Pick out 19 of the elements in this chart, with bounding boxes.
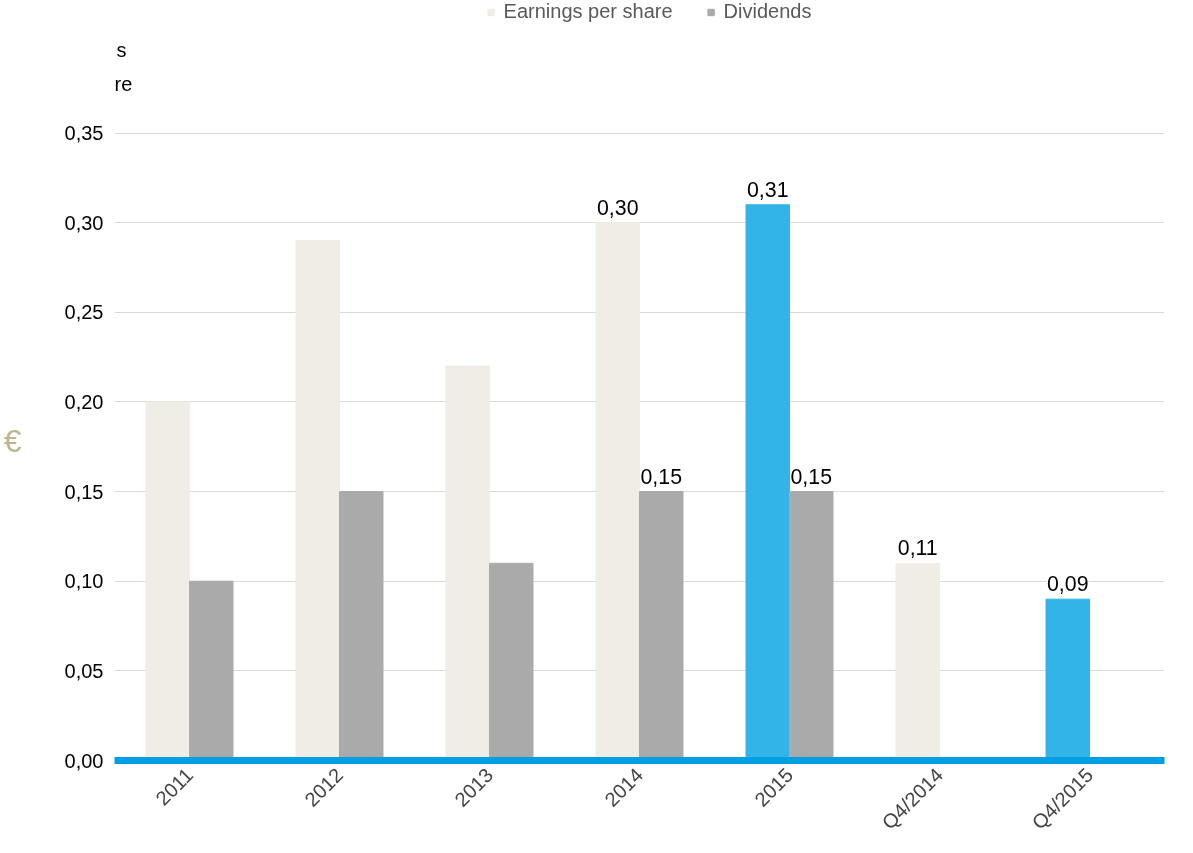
data-label: 0,11 [897,536,938,561]
y-tick-label: 0,10 [64,570,104,593]
y-tick-label: 0,20 [64,390,104,413]
y-tick-label: 0,25 [64,301,104,324]
data-label: 0,30 [596,195,639,220]
data-label: 0,15 [790,464,833,489]
data-label: 0,15 [640,464,683,489]
legend-label: Earnings per share [503,0,673,23]
y-axis-title: € [3,422,22,459]
legend-label: Dividends [723,0,812,23]
data-label: 0,09 [1046,572,1089,597]
data-label: 0,31 [746,177,789,202]
y-tick-label: 0,05 [64,659,104,682]
text: s [116,38,127,61]
y-tick-label: 0,35 [64,122,104,145]
y-tick-label: 0,30 [64,211,104,234]
text: re [114,72,133,95]
y-tick-label: 0,15 [64,480,104,503]
y-tick-label: 0,00 [64,749,104,772]
